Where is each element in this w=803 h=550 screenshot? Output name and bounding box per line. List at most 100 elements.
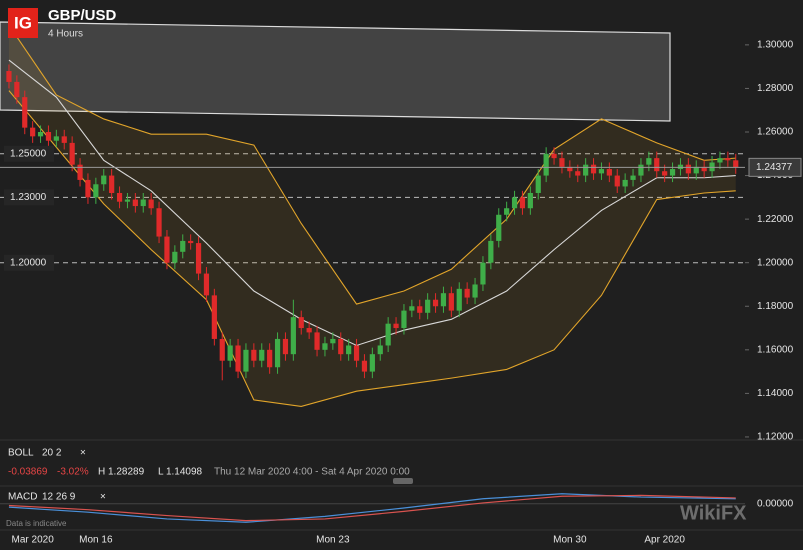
y-tick-label: 1.26000 [757, 127, 794, 138]
note: Data is indicative [6, 519, 67, 528]
candle-body [30, 127, 36, 137]
candle-body [598, 169, 605, 174]
candle-body [14, 81, 20, 98]
candle-body [298, 317, 304, 329]
candle-body [677, 164, 684, 170]
candle-body [464, 288, 470, 298]
candle-body [195, 243, 202, 274]
candle-body [353, 345, 360, 361]
candle-body [267, 349, 273, 368]
logo-text: IG [14, 13, 32, 32]
macd-name: MACD [8, 492, 37, 503]
y-tick-label: 1.22000 [757, 214, 794, 225]
candle-body [511, 197, 518, 209]
symbol: GBP/USD [48, 7, 117, 24]
y-tick-label: 1.20000 [757, 257, 794, 268]
level-label: 1.23000 [10, 192, 47, 203]
last-price-box [748, 157, 802, 177]
candle-body [346, 345, 352, 355]
y-tick-label: 1.12000 [757, 432, 794, 443]
interval: 4 Hours [48, 29, 83, 40]
candle-body [290, 317, 296, 355]
candle-body [180, 240, 186, 252]
candle-body [164, 236, 170, 263]
candle-body [377, 345, 383, 355]
candle-body [527, 192, 533, 209]
last-price-label: 1.24377 [756, 162, 793, 173]
candle-body [480, 262, 486, 285]
candle-body [590, 164, 597, 174]
candle-body [259, 349, 265, 361]
level-label-box [4, 145, 54, 162]
candle-body [6, 71, 12, 82]
watermark: WikiFX [680, 502, 747, 524]
macd-params: 12 26 9 [42, 492, 76, 503]
candle-body [361, 360, 368, 372]
candle-body [93, 184, 99, 198]
y-tick-label: 1.18000 [757, 301, 794, 312]
candle-body [156, 208, 162, 237]
candle-body [45, 132, 52, 141]
session-high: H 1.28289 [98, 467, 145, 478]
y-tick-label: 1.14000 [757, 388, 794, 399]
band-fill [8, 25, 736, 407]
candle-body [614, 175, 620, 187]
change: -0.03869 [8, 467, 48, 478]
candle-body [551, 153, 557, 159]
candle-body [116, 192, 123, 202]
candle-body [401, 310, 407, 329]
candle-body [37, 132, 44, 137]
candle-body [622, 179, 628, 187]
candle-body [188, 240, 194, 244]
level-label-box [4, 254, 54, 271]
boll-name: BOLL [8, 448, 34, 459]
candle-body [69, 142, 75, 165]
x-tick-label: Mon 16 [79, 535, 113, 546]
x-tick-label: Mar 2020 [12, 535, 55, 546]
candle-body [575, 171, 581, 176]
candle-body [235, 345, 241, 372]
candle-body [22, 97, 28, 128]
candle-body [567, 166, 573, 172]
candle-body [385, 323, 391, 346]
macd-close[interactable]: × [100, 492, 106, 503]
candle-body [85, 179, 91, 198]
candle-body [472, 284, 478, 298]
candle-body [77, 164, 83, 180]
candle-body [243, 349, 249, 372]
candle-body [274, 338, 281, 368]
candle-body [409, 306, 415, 311]
candle-body [322, 343, 328, 350]
candle-body [314, 332, 320, 350]
candle-body [425, 299, 431, 313]
candle-body [488, 240, 494, 263]
candle-body [693, 166, 699, 174]
candle-body [432, 299, 439, 307]
candle-body [338, 338, 344, 355]
candle-body [211, 295, 217, 339]
candle-body [251, 349, 257, 361]
date-range: Thu 12 Mar 2020 4:00 - Sat 4 Apr 2020 0:… [214, 467, 410, 478]
macd-signal [8, 494, 736, 522]
candle-body [448, 293, 454, 311]
x-tick-label: Mon 23 [316, 535, 350, 546]
x-tick-label: Apr 2020 [644, 535, 685, 546]
candle-body [172, 251, 178, 263]
candle-body [393, 323, 399, 329]
panel-handle[interactable] [393, 478, 413, 484]
candle-body [583, 164, 589, 176]
candle-body [504, 208, 510, 215]
macd-macd [8, 493, 736, 523]
level-label: 1.25000 [10, 148, 47, 159]
macd-tick-label: 0.00000 [757, 498, 794, 509]
candle-body [369, 354, 375, 372]
bollinger-upper [8, 24, 736, 305]
boll-close[interactable]: × [80, 448, 86, 459]
candle-body [101, 175, 107, 185]
candle-body [717, 158, 723, 163]
candle-body [132, 199, 138, 207]
x-tick-label: Mon 30 [553, 535, 587, 546]
candle-body [733, 160, 739, 168]
candle-body [124, 199, 131, 202]
